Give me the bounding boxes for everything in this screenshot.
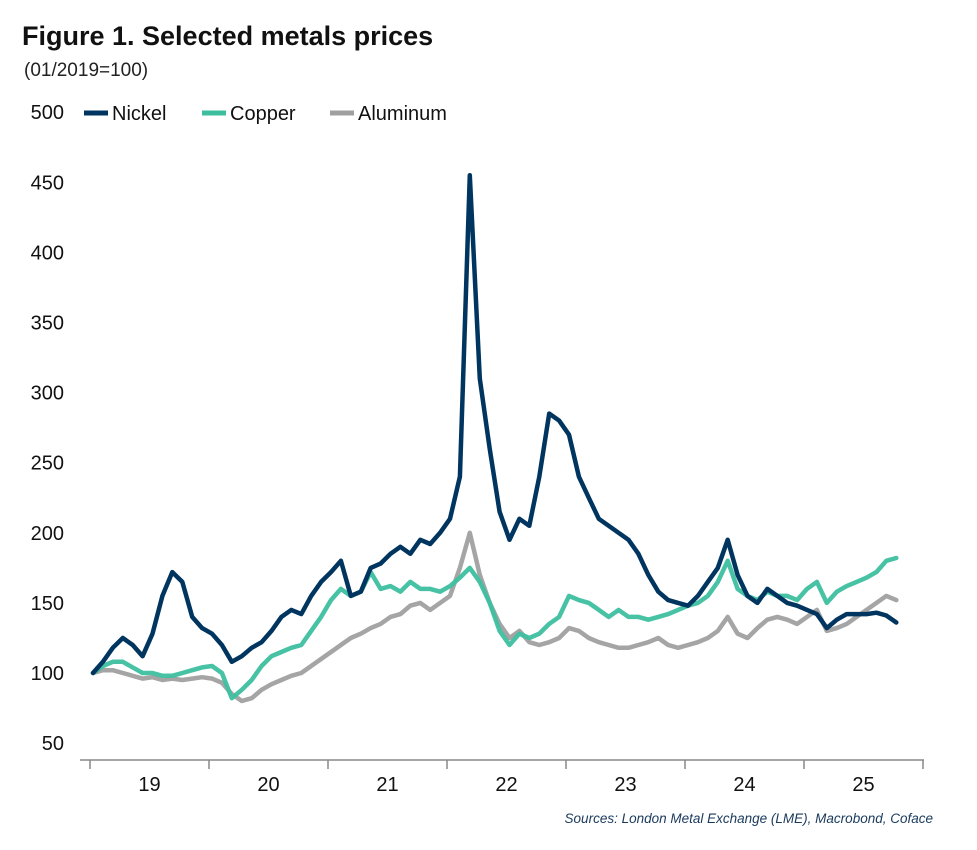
y-tick-label: 400 — [31, 242, 64, 264]
legend-label-aluminum: Aluminum — [358, 103, 447, 125]
x-tick-label: 22 — [495, 774, 517, 796]
y-tick-label: 500 — [31, 102, 64, 124]
legend-label-nickel: Nickel — [112, 103, 166, 125]
y-tick-label: 100 — [31, 663, 64, 685]
y-tick-label: 150 — [31, 593, 64, 615]
y-tick-label: 300 — [31, 383, 64, 405]
y-tick-label: 50 — [42, 733, 64, 755]
source-note: Sources: London Metal Exchange (LME), Ma… — [565, 811, 933, 826]
x-tick-label: 20 — [257, 774, 279, 796]
y-tick-label: 350 — [31, 313, 64, 335]
series-lines — [90, 173, 899, 704]
legend-label-copper: Copper — [230, 103, 296, 125]
x-tick-label: 19 — [138, 774, 160, 796]
series-line-nickel — [90, 173, 899, 676]
x-tick-label: 23 — [614, 774, 636, 796]
y-tick-label: 450 — [31, 172, 64, 194]
y-axis: 50 100 150 200 250 300 350 400 450 500 — [31, 102, 64, 755]
y-tick-label: 200 — [31, 523, 64, 545]
chart-subtitle: (01/2019=100) — [24, 60, 148, 81]
legend: Nickel Copper Aluminum — [84, 103, 447, 125]
x-axis: 19 20 21 22 23 24 25 — [80, 759, 924, 796]
chart-title: Figure 1. Selected metals prices — [22, 21, 433, 51]
x-tick-label: 24 — [733, 774, 755, 796]
y-tick-label: 250 — [31, 453, 64, 475]
x-tick-label: 25 — [852, 774, 874, 796]
x-tick-label: 21 — [376, 774, 398, 796]
